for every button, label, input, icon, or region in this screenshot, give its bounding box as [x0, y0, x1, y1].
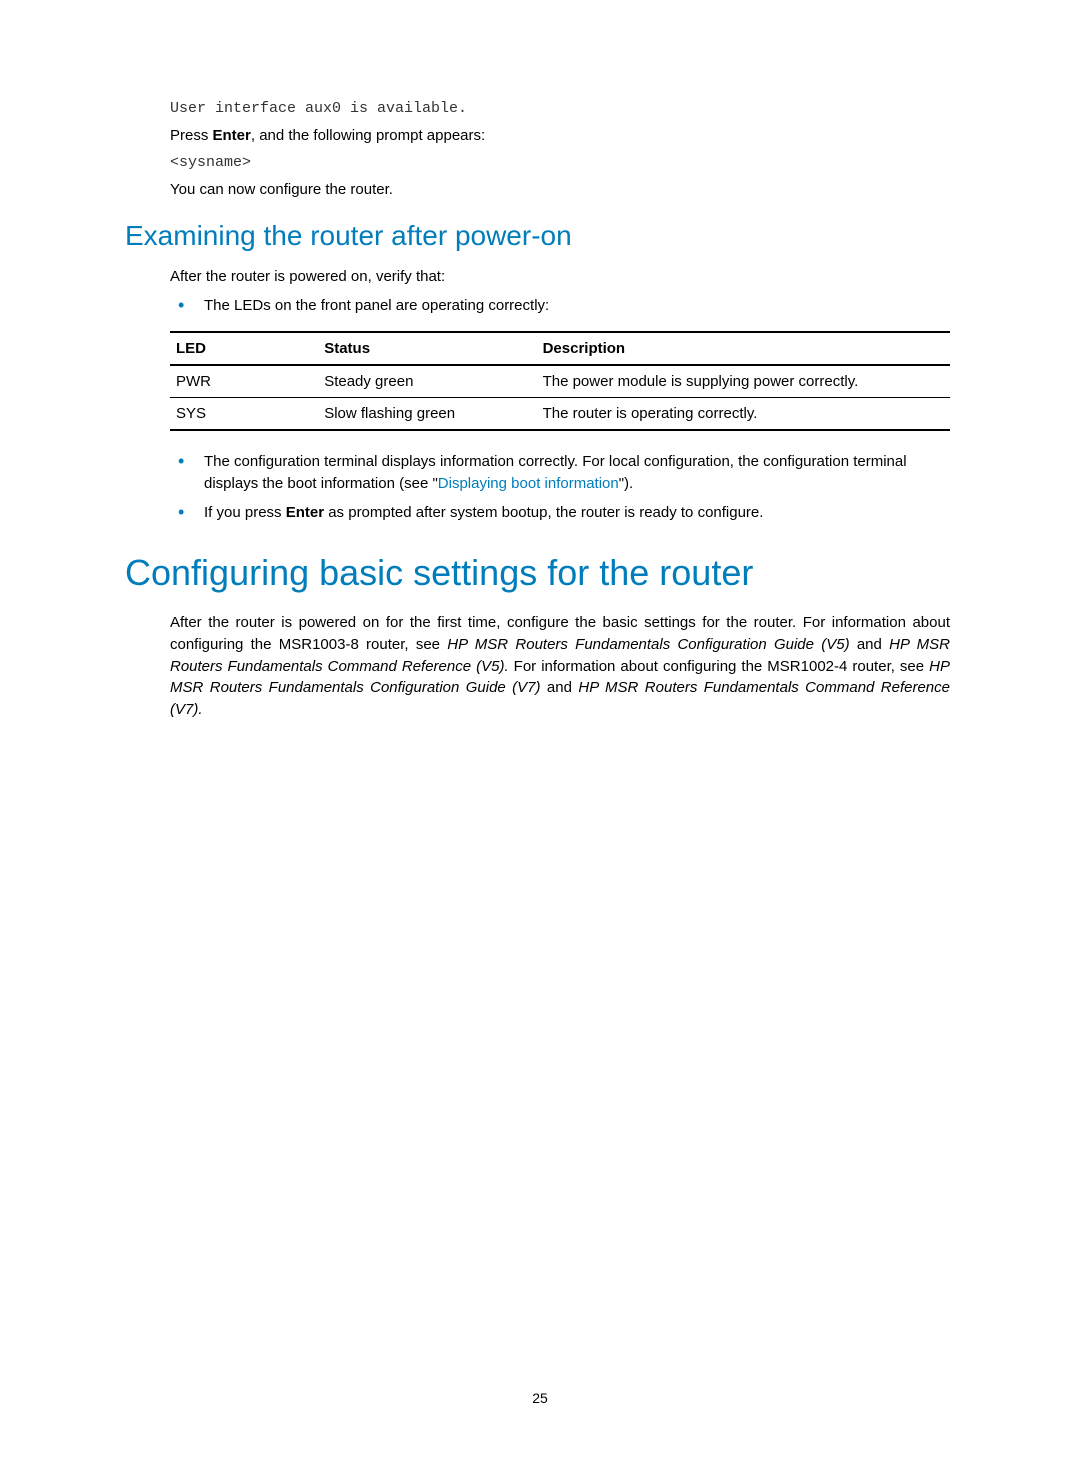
bold-enter: Enter	[213, 127, 251, 144]
bullet-text: The LEDs on the front panel are operatin…	[204, 297, 549, 314]
td-led: SYS	[170, 397, 318, 430]
page-number: 25	[0, 1390, 1080, 1406]
table-row: PWR Steady green The power module is sup…	[170, 365, 950, 398]
bullet-text-b: as prompted after system bootup, the rou…	[324, 504, 763, 521]
led-status-table: LED Status Description PWR Steady green …	[170, 331, 950, 431]
th-led: LED	[170, 332, 318, 365]
link-displaying-boot-info[interactable]: Displaying boot information	[438, 475, 619, 492]
td-status: Steady green	[318, 365, 536, 398]
list-item: The LEDs on the front panel are operatin…	[170, 295, 950, 317]
code-line: User interface aux0 is available.	[170, 100, 950, 117]
table-row: SYS Slow flashing green The router is op…	[170, 397, 950, 430]
bold-enter: Enter	[286, 504, 324, 521]
th-description: Description	[537, 332, 950, 365]
td-desc: The power module is supplying power corr…	[537, 365, 950, 398]
list-item: If you press Enter as prompted after sys…	[170, 502, 950, 524]
bullet-text-a: If you press	[204, 504, 286, 521]
configure-note: You can now configure the router.	[170, 179, 950, 200]
document-page: User interface aux0 is available. Press …	[0, 0, 1080, 1466]
text: For information about configuring the MS…	[509, 658, 930, 675]
text: Press	[170, 127, 213, 144]
examine-bullet-list-1: The LEDs on the front panel are operatin…	[170, 295, 950, 317]
section-examine-heading: Examining the router after power-on	[125, 220, 950, 252]
text: and	[850, 636, 890, 653]
examine-intro: After the router is powered on, verify t…	[170, 268, 950, 285]
press-enter-line: Press Enter, and the following prompt ap…	[170, 125, 950, 146]
code-sysname: <sysname>	[170, 154, 950, 171]
table-header-row: LED Status Description	[170, 332, 950, 365]
text: , and the following prompt appears:	[251, 127, 485, 144]
td-status: Slow flashing green	[318, 397, 536, 430]
text: and	[541, 679, 579, 696]
italic-ref: HP MSR Routers Fundamentals Configuratio…	[447, 636, 849, 653]
bullet-text-b: ").	[619, 475, 634, 492]
th-status: Status	[318, 332, 536, 365]
section-config-heading: Configuring basic settings for the route…	[125, 552, 950, 594]
list-item: The configuration terminal displays info…	[170, 451, 950, 495]
td-desc: The router is operating correctly.	[537, 397, 950, 430]
config-paragraph: After the router is powered on for the f…	[170, 612, 950, 721]
td-led: PWR	[170, 365, 318, 398]
examine-bullet-list-2: The configuration terminal displays info…	[170, 451, 950, 524]
